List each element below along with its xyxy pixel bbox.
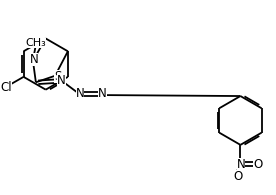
Text: Cl: Cl <box>0 81 12 94</box>
Text: O: O <box>233 170 243 183</box>
Text: CH₃: CH₃ <box>25 38 46 48</box>
Text: N: N <box>237 158 245 171</box>
Text: N: N <box>98 87 107 100</box>
Text: N: N <box>30 53 38 66</box>
Text: N: N <box>57 74 66 87</box>
Text: S: S <box>54 70 62 83</box>
Text: O: O <box>254 158 263 171</box>
Text: N: N <box>76 87 84 100</box>
